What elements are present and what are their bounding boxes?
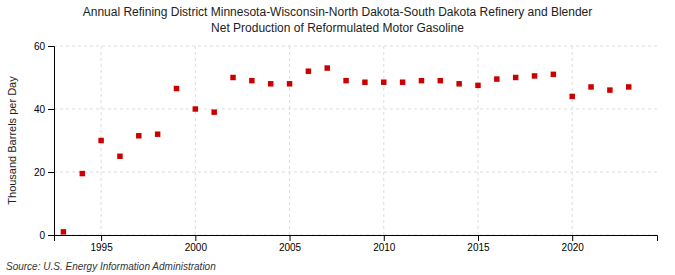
point [80, 171, 85, 176]
x-axis-line [55, 236, 658, 242]
x-tick-mark [195, 235, 196, 241]
x-tick-label: 2020 [562, 242, 585, 253]
x-tick: 1995 [90, 235, 113, 253]
x-tick-label: 2005 [279, 242, 302, 253]
point [475, 83, 480, 88]
point [626, 84, 631, 89]
y-tick-mark [48, 109, 54, 110]
point [456, 81, 461, 86]
y-tick-mark [48, 172, 54, 173]
x-tick: 2005 [279, 235, 302, 253]
y-tick-mark [48, 46, 54, 47]
y-tick: 0 [39, 230, 54, 241]
point [569, 94, 574, 99]
grid-line-x [572, 46, 573, 235]
grid-line-x [477, 46, 478, 235]
point [193, 106, 198, 111]
point [588, 84, 593, 89]
point [419, 78, 424, 83]
y-axis: 0 20 40 60 [34, 41, 55, 241]
x-tick: 2020 [562, 235, 585, 253]
x-tick: 2015 [467, 235, 490, 253]
point [324, 65, 329, 70]
x-tick-label: 2015 [467, 242, 490, 253]
point [61, 229, 66, 234]
point [381, 79, 386, 84]
y-tick: 40 [34, 104, 54, 115]
x-tick-mark [101, 235, 102, 241]
grid-line-y [54, 46, 657, 47]
point [230, 75, 235, 80]
point [98, 138, 103, 143]
point [494, 76, 499, 81]
point [551, 72, 556, 77]
point [174, 86, 179, 91]
grid-line-x [195, 46, 196, 235]
point [306, 68, 311, 73]
points [61, 65, 632, 234]
point [268, 81, 273, 86]
y-tick: 20 [34, 167, 54, 178]
y-axis-title: Thousand Barrels per Day [6, 76, 18, 205]
point [362, 79, 367, 84]
point [136, 133, 141, 138]
point [249, 78, 254, 83]
point [532, 73, 537, 78]
grid [54, 46, 657, 235]
y-tick-label: 20 [34, 167, 46, 178]
point [155, 131, 160, 136]
source: Source: U.S. Energy Information Administ… [6, 261, 216, 272]
x-tick-mark [572, 235, 573, 241]
x-tick-mark [384, 235, 385, 241]
y-tick-mark [48, 235, 54, 236]
y-tick-label: 0 [39, 230, 45, 241]
y-tick-label: 60 [34, 41, 46, 52]
grid-line-x [289, 46, 290, 235]
chart: Annual Refining District Minnesota-Wisco… [0, 0, 675, 275]
point [117, 154, 122, 159]
grid-line-x [383, 46, 384, 235]
x-tick: 2010 [373, 235, 396, 253]
point [607, 87, 612, 92]
title: Annual Refining District Minnesota-Wisco… [83, 5, 593, 19]
grid-line-y [54, 109, 657, 110]
y-tick: 60 [34, 41, 54, 52]
y-tick-label: 40 [34, 104, 46, 115]
subtitle: Net Production of Reformulated Motor Gas… [211, 21, 464, 35]
x-tick: 2000 [185, 235, 208, 253]
point [211, 109, 216, 114]
point [343, 78, 348, 83]
x-axis: 1995 2000 2005 2010 2015 2020 [55, 235, 658, 253]
point [438, 78, 443, 83]
grid-line-y [54, 172, 657, 173]
point [287, 81, 292, 86]
x-tick-label: 1995 [90, 242, 113, 253]
point [513, 75, 518, 80]
y-axis-line [48, 47, 55, 236]
x-tick-label: 2000 [185, 242, 208, 253]
x-tick-mark [478, 235, 479, 241]
point [400, 79, 405, 84]
x-tick-label: 2010 [373, 242, 396, 253]
x-tick-mark [290, 235, 291, 241]
